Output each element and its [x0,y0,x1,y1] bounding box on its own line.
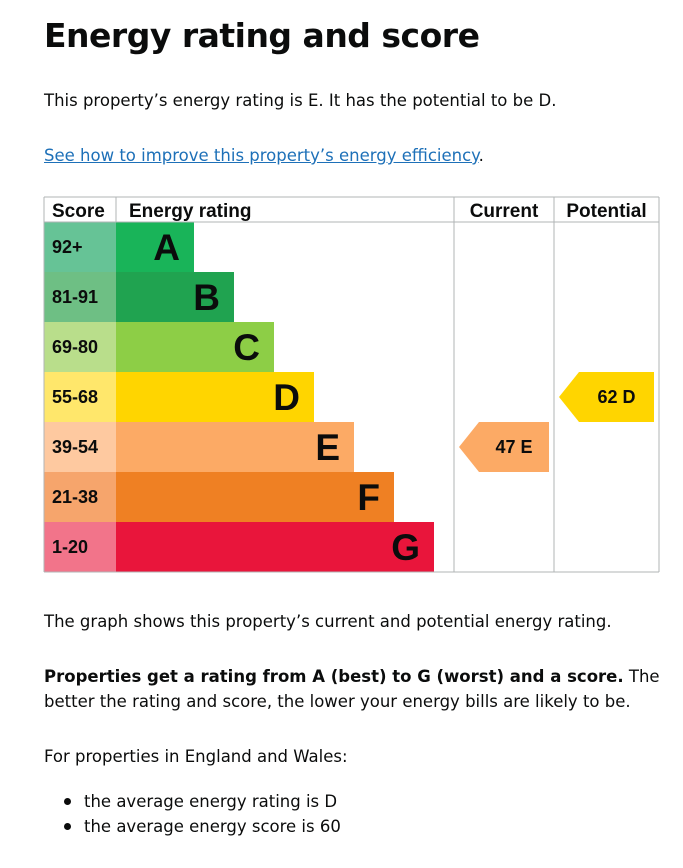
page-title: Energy rating and score [44,16,480,55]
list-item: the average energy score is 60 [64,814,341,839]
nations-intro: For properties in England and Wales: [44,747,348,766]
energy-rating-chart: Score Energy rating Current Potential 92+ A 81… [43,196,660,573]
score-cell [44,322,116,372]
current-rating-arrow [459,422,549,472]
rating-bar [116,272,234,322]
potential-rating-label: 62 D [597,387,635,407]
list-item: the average energy rating is D [64,789,341,814]
rating-explanation-rest: The better the rating and score, the low… [44,667,660,711]
score-range-label: 21-38 [52,487,98,507]
score-range-label: 81-91 [52,287,98,307]
rating-bar [116,222,194,272]
score-range-label: 92+ [52,237,83,257]
rating-explanation-bold: Properties get a rating from A (best) to… [44,667,624,686]
score-cell [44,372,116,422]
improve-efficiency-link[interactable]: See how to improve this property’s energ… [44,146,479,165]
energy-rating-header: Energy rating [129,201,251,222]
score-cell [44,272,116,322]
improve-link-line: See how to improve this property’s energ… [44,143,484,168]
averages-list: the average energy rating is D the avera… [64,789,341,839]
band-letter: C [233,327,260,368]
potential-rating-arrow [559,372,654,422]
link-suffix: . [478,146,484,165]
score-cell [44,422,116,472]
rating-bar [116,322,274,372]
band-letter: B [193,277,220,318]
score-range-label: 55-68 [52,387,98,407]
rating-bar [116,522,434,572]
band-letter: D [273,377,300,418]
rating-bar [116,472,394,522]
potential-header: Potential [566,201,646,222]
graph-caption: The graph shows this property’s current … [44,612,612,631]
rating-explanation: Properties get a rating from A (best) to… [44,664,664,714]
score-cell [44,522,116,572]
current-rating-label: 47 E [495,437,532,457]
score-range-label: 1-20 [52,537,88,557]
score-cell [44,472,116,522]
band-letter: E [315,427,340,468]
current-header: Current [470,201,539,222]
band-letter: A [153,227,180,268]
score-range-label: 69-80 [52,337,98,357]
band-letter: G [391,527,420,568]
band-letter: F [357,477,380,518]
rating-bar [116,372,314,422]
score-range-label: 39-54 [52,437,98,457]
rating-summary: This property’s energy rating is E. It h… [44,91,557,110]
score-header: Score [52,201,105,222]
rating-bar [116,422,354,472]
score-cell [44,222,116,272]
